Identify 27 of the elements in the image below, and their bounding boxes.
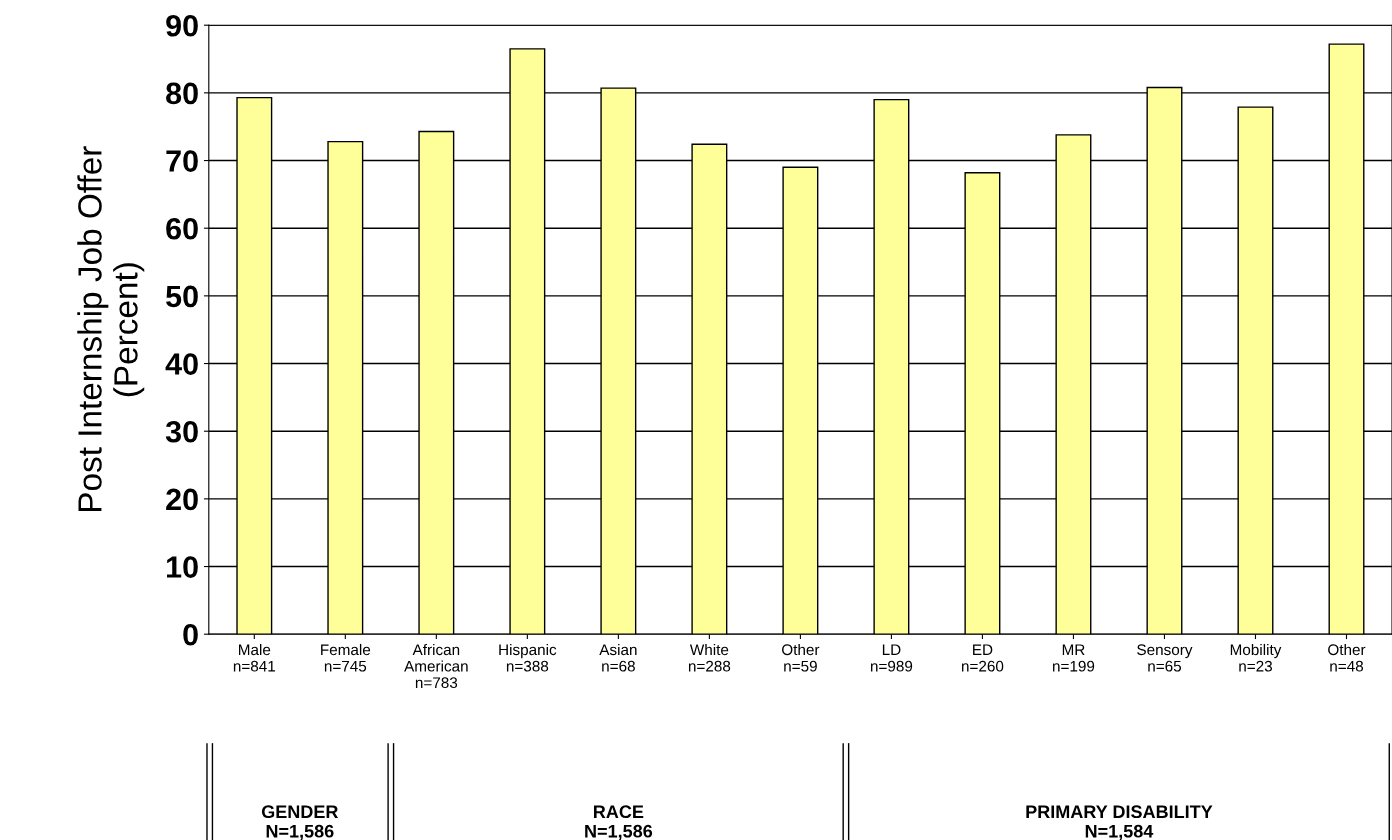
x-tick-label: Female n=745 xyxy=(321,643,371,672)
x-tick-label: ED n=260 xyxy=(961,644,1004,672)
y-tick-label: 50 xyxy=(166,285,198,308)
y-tick-label: 10 xyxy=(167,556,198,578)
x-tick-label: Asian n=68 xyxy=(599,643,637,672)
y-tick-label: 40 xyxy=(165,353,198,375)
x-tick-label: Male n=841 xyxy=(233,643,276,672)
y-tick-label: 0 xyxy=(183,623,198,646)
y-tick-label: 60 xyxy=(166,217,198,240)
x-tick-label: LD n=989 xyxy=(870,644,913,672)
y-axis-title: Post Internship Job Offer (Percent) xyxy=(77,146,145,512)
x-tick-label: MR n=199 xyxy=(1053,644,1095,672)
x-tick-label: Mobility n=23 xyxy=(1230,643,1282,672)
x-tick-label: Hispanic n=388 xyxy=(499,643,557,672)
text: RACE N=1,586 xyxy=(585,805,653,840)
y-tick-label: 90 xyxy=(166,14,198,37)
y-tick-label: 70 xyxy=(166,150,198,172)
y-tick-label: 30 xyxy=(165,420,198,443)
x-tick-label: Sensory n=65 xyxy=(1137,644,1193,672)
y-tick-label: 20 xyxy=(166,488,198,511)
x-tick-label: White n=288 xyxy=(688,643,731,672)
y-tick-label: 80 xyxy=(166,82,198,105)
text: GENDER N=1,586 xyxy=(261,805,339,840)
x-tick-label: African American n=783 xyxy=(404,643,468,689)
x-tick-label: Other n=48 xyxy=(1328,643,1366,672)
text: PRIMARY DISABILITY N=1,584 xyxy=(1026,805,1213,840)
x-tick-label: Other n=59 xyxy=(782,643,820,672)
